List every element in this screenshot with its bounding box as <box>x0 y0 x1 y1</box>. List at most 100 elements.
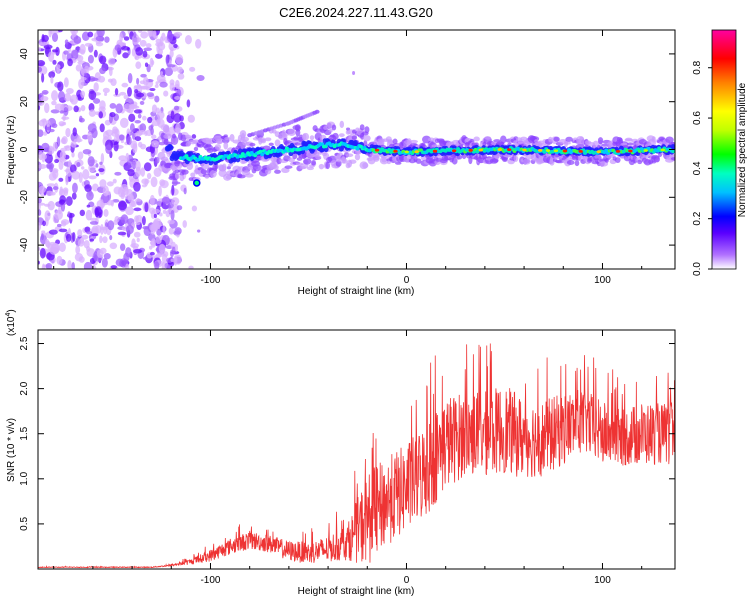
noise-blob <box>157 42 166 51</box>
noise-blob <box>45 263 53 269</box>
noise-blob <box>159 179 166 187</box>
signal-halo <box>174 172 180 180</box>
noise-blob <box>155 81 159 85</box>
noise-blob <box>166 64 176 68</box>
colorbar-ticks: 0.0 0.2 0.4 0.6 0.8 <box>692 60 712 276</box>
noise-blob <box>100 199 104 210</box>
signal-halo <box>500 135 507 144</box>
signal-halo <box>186 162 194 171</box>
noise-blob <box>133 249 143 254</box>
noise-blob <box>119 91 127 96</box>
noise-blob <box>41 118 47 123</box>
noise-blob <box>107 78 113 83</box>
noise-blob <box>95 173 100 177</box>
noise-blob <box>132 143 138 154</box>
noise-blob <box>50 109 60 114</box>
noise-blob <box>83 72 88 77</box>
noise-blob <box>150 127 154 136</box>
spectrogram-y-tick-label: -20 <box>19 190 30 205</box>
noise-blob <box>58 199 65 205</box>
noise-blob <box>84 184 92 193</box>
noise-blob <box>196 75 205 81</box>
noise-blob <box>98 168 105 173</box>
noise-blob <box>140 31 149 39</box>
noise-blob <box>82 169 90 180</box>
snr-multiplier: (x104) <box>5 309 17 336</box>
noise-blob <box>142 115 147 121</box>
signal-halo <box>274 169 281 174</box>
signal-blob <box>193 179 201 187</box>
noise-blob <box>76 162 81 168</box>
noise-blob <box>142 76 149 86</box>
noise-blob <box>41 263 46 269</box>
noise-blob <box>38 104 41 111</box>
noise-blob <box>169 82 175 92</box>
signal-halo <box>311 160 316 166</box>
noise-blob <box>154 84 159 88</box>
signal-halo <box>386 160 391 165</box>
noise-blob <box>150 238 157 248</box>
signal-halo <box>223 134 228 138</box>
noise-blob <box>40 95 49 102</box>
noise-blob <box>103 226 108 235</box>
noise-blob <box>57 30 63 33</box>
noise-blob <box>117 42 127 46</box>
noise-blob <box>136 92 145 98</box>
noise-blob <box>112 128 119 134</box>
noise-blob <box>48 229 58 235</box>
signal-halo <box>564 141 571 145</box>
signal-halo <box>171 165 177 172</box>
signal-halo <box>274 139 281 147</box>
colorbar: 0.0 0.2 0.4 0.6 0.8 Normalized spectral ampl… <box>692 29 748 276</box>
noise-blob <box>91 233 99 237</box>
branch-blob <box>314 109 320 114</box>
noise-blob <box>174 227 182 235</box>
noise-blob <box>169 49 174 58</box>
noise-blob <box>79 43 86 55</box>
noise-blob <box>106 181 114 187</box>
noise-blob <box>99 179 107 188</box>
noise-blob <box>123 94 130 100</box>
signal-peak <box>432 149 438 153</box>
noise-blob <box>75 245 81 255</box>
noise-blob <box>44 203 51 207</box>
signal-core <box>283 149 288 153</box>
noise-blob <box>71 192 77 200</box>
noise-blob <box>69 164 77 173</box>
noise-blob <box>70 30 79 35</box>
noise-blob <box>174 244 179 252</box>
noise-blob <box>139 100 145 105</box>
noise-blob <box>72 182 78 194</box>
noise-blob <box>173 43 178 49</box>
signal-core <box>604 148 609 153</box>
noise-blob <box>140 73 147 78</box>
noise-blob <box>100 152 105 164</box>
noise-blob <box>130 200 137 208</box>
signal-halo <box>555 160 564 164</box>
signal-halo <box>239 130 247 138</box>
signal-halo <box>597 137 604 145</box>
noise-blob <box>127 168 135 177</box>
noise-blob <box>89 238 95 242</box>
signal-halo <box>484 136 492 140</box>
noise-blob <box>63 107 69 117</box>
signal-core <box>542 150 547 154</box>
noise-blob <box>135 221 141 226</box>
noise-blob <box>158 185 162 197</box>
signal-peak <box>596 150 601 154</box>
noise-blob <box>50 191 56 196</box>
noise-blob <box>99 161 103 166</box>
noise-blob <box>88 90 97 101</box>
noise-blob <box>173 31 183 37</box>
signal-halo <box>260 138 267 144</box>
noise-blob <box>110 199 114 207</box>
noise-blob <box>162 209 167 214</box>
noise-blob <box>95 225 102 234</box>
noise-blob <box>118 155 127 162</box>
signal-halo <box>181 169 189 175</box>
noise-blob <box>97 75 106 83</box>
noise-blob <box>118 200 127 211</box>
signal-halo <box>276 157 282 165</box>
noise-blob <box>84 42 93 47</box>
